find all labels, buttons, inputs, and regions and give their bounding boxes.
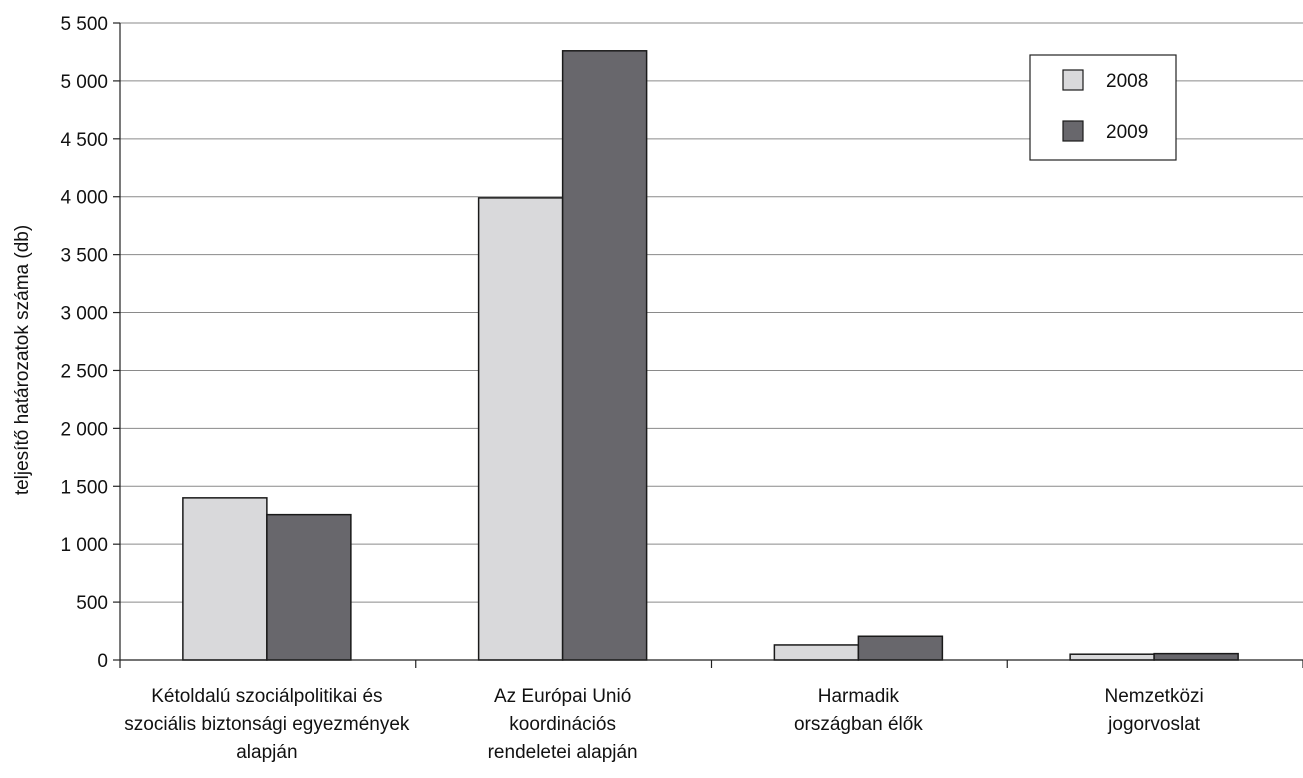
y-tick-label: 2 500 bbox=[60, 361, 108, 382]
category-labels: Kétoldalú szociálpolitikai és szociális b… bbox=[124, 686, 1203, 763]
y-tick-label: 1 000 bbox=[60, 535, 108, 556]
category-label: Kétoldalú szociálpolitikai és bbox=[151, 686, 382, 707]
legend-swatch-2009 bbox=[1062, 120, 1084, 142]
y-tick-label: 2 000 bbox=[60, 419, 108, 440]
category-label: rendeletei alapján bbox=[488, 742, 638, 763]
bar-2008-1 bbox=[477, 197, 564, 661]
category-label: országban élők bbox=[794, 714, 923, 735]
legend: 2008 2009 bbox=[1029, 54, 1177, 161]
y-axis-title: teljesítő határozatok száma (db) bbox=[12, 225, 33, 495]
y-tick-labels: 0 500 1 000 1 500 2 000 2 500 3 000 3 500 4 000 4… bbox=[60, 14, 108, 672]
category-label: koordinációs bbox=[509, 714, 616, 735]
axes bbox=[113, 22, 1303, 668]
y-tick-label: 5 500 bbox=[60, 14, 108, 35]
y-tick-label: 4 500 bbox=[60, 130, 108, 151]
legend-label-2008: 2008 bbox=[1106, 71, 1148, 92]
bar-2009-1 bbox=[561, 50, 648, 661]
bar-2009-3 bbox=[1153, 652, 1239, 661]
bar-2009-2 bbox=[857, 635, 944, 661]
category-label: szociális biztonsági egyezmények bbox=[124, 714, 410, 735]
legend-swatch-2008 bbox=[1062, 69, 1084, 91]
category-label: jogorvoslat bbox=[1107, 714, 1201, 735]
legend-box bbox=[1029, 54, 1177, 161]
bar-2009-0 bbox=[266, 513, 352, 661]
legend-label-2009: 2009 bbox=[1106, 122, 1148, 143]
y-tick-label: 5 000 bbox=[60, 72, 108, 93]
y-tick-label: 500 bbox=[76, 593, 108, 614]
y-tick-label: 3 500 bbox=[60, 246, 108, 267]
category-label: alapján bbox=[236, 742, 297, 763]
y-tick-label: 3 000 bbox=[60, 304, 108, 325]
bar-2008-2 bbox=[773, 644, 860, 661]
y-tick-label: 1 500 bbox=[60, 477, 108, 498]
bar-2008-0 bbox=[182, 497, 268, 661]
y-tick-label: 4 000 bbox=[60, 188, 108, 209]
category-label: Nemzetközi bbox=[1105, 686, 1204, 707]
y-tick-label: 0 bbox=[97, 651, 108, 672]
category-label: Az Európai Unió bbox=[494, 686, 631, 707]
bar-2008-3 bbox=[1069, 653, 1155, 661]
category-label: Harmadik bbox=[818, 686, 900, 707]
bars bbox=[182, 50, 1239, 661]
